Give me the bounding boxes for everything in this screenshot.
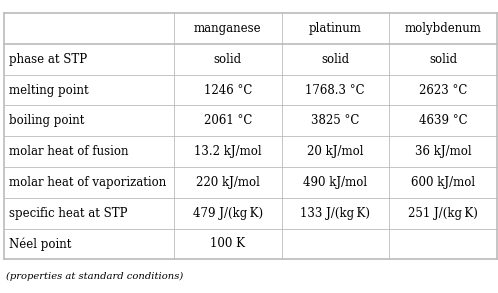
Text: 20 kJ/mol: 20 kJ/mol [307,145,364,158]
Text: 2061 °C: 2061 °C [204,114,252,127]
Text: solid: solid [321,53,350,66]
Text: (properties at standard conditions): (properties at standard conditions) [6,272,184,282]
Text: 4639 °C: 4639 °C [419,114,467,127]
Text: 13.2 kJ/mol: 13.2 kJ/mol [194,145,261,158]
Text: molybdenum: molybdenum [404,22,482,35]
Text: manganese: manganese [194,22,261,35]
Text: platinum: platinum [309,22,362,35]
Text: 600 kJ/mol: 600 kJ/mol [411,176,475,189]
Text: solid: solid [429,53,457,66]
Text: solid: solid [214,53,242,66]
Text: 1246 °C: 1246 °C [204,84,252,97]
Text: molar heat of vaporization: molar heat of vaporization [9,176,166,189]
Text: Néel point: Néel point [9,237,71,251]
Text: 2623 °C: 2623 °C [419,84,467,97]
Text: melting point: melting point [9,84,89,97]
Text: 251 J/(kg K): 251 J/(kg K) [408,207,478,220]
Text: molar heat of fusion: molar heat of fusion [9,145,128,158]
Text: 220 kJ/mol: 220 kJ/mol [196,176,260,189]
Text: boiling point: boiling point [9,114,84,127]
Text: 133 J/(kg K): 133 J/(kg K) [300,207,371,220]
Text: 490 kJ/mol: 490 kJ/mol [303,176,368,189]
Text: specific heat at STP: specific heat at STP [9,207,127,220]
Text: 100 K: 100 K [210,237,246,251]
Text: 1768.3 °C: 1768.3 °C [305,84,365,97]
Text: phase at STP: phase at STP [9,53,87,66]
Text: 36 kJ/mol: 36 kJ/mol [415,145,471,158]
Text: 479 J/(kg K): 479 J/(kg K) [193,207,263,220]
Text: 3825 °C: 3825 °C [311,114,360,127]
